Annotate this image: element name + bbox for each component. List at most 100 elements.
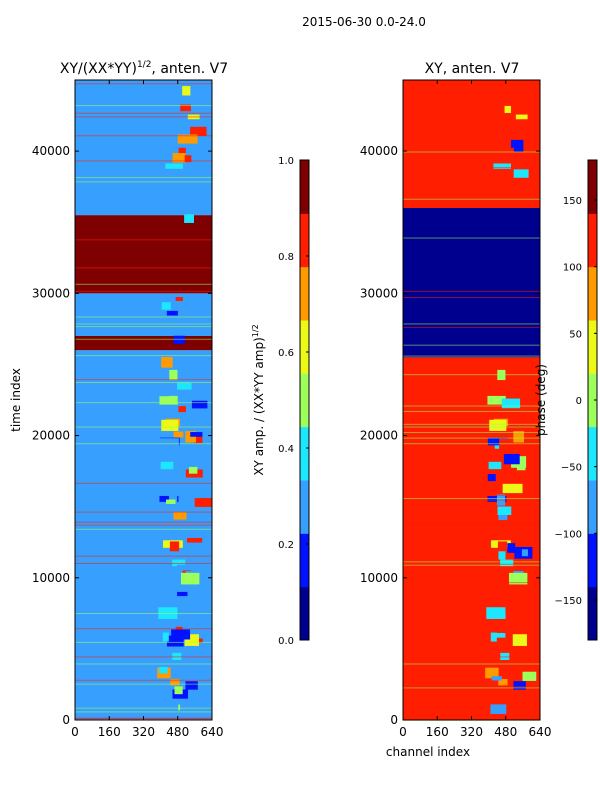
colorbar-segment <box>588 533 597 588</box>
y-tick-label: 30000 <box>32 286 70 300</box>
amplitude-ratio-axes: 0 160 320 480 640 0 10000 20000 30000 40000 <box>32 80 223 739</box>
heatmap-noise-cell <box>177 591 188 597</box>
amplitude-colorbar-ticks: 0.0 0.2 0.4 0.6 0.8 1.0 <box>278 156 309 647</box>
heatmap-noise-cell <box>165 163 183 169</box>
heatmap-flag-line <box>75 679 212 681</box>
colorbar-segment <box>588 426 597 481</box>
heatmap-noise-cell <box>504 105 512 114</box>
heatmap-noise-cell <box>173 512 187 520</box>
heatmap-noise-cell <box>487 395 506 405</box>
x-tick-label: 160 <box>98 725 121 739</box>
heatmap-flag-line <box>403 410 540 412</box>
heatmap-noise-cell <box>498 512 508 521</box>
heatmap-flag-line <box>75 355 212 357</box>
heatmap-flag-line <box>75 338 212 340</box>
heatmap-noise-cell <box>513 431 525 443</box>
amplitude-ratio-title: XY/(XX*YY)1/2, anten. V7 <box>60 60 228 77</box>
amplitude-ratio-heatmap <box>75 80 213 720</box>
heatmap-noise-cell <box>166 499 176 504</box>
colorbar-tick-label: 0.2 <box>278 540 294 551</box>
heatmap-flag-line <box>75 613 212 615</box>
heatmap-noise-cell <box>186 537 203 543</box>
colorbar-tick-label: 1.0 <box>278 156 294 167</box>
heatmap-noise-cell <box>510 139 524 152</box>
heatmap-noise-cell <box>193 549 200 557</box>
heatmap-flag-line <box>75 562 212 564</box>
heatmap-noise-cell <box>194 498 213 507</box>
heatmap-band-4 <box>75 80 212 216</box>
colorbar-tick-label: 0.4 <box>278 444 294 455</box>
colorbar-segment <box>588 373 597 428</box>
heatmap-noise-cell <box>178 147 186 154</box>
heatmap-noise-cell <box>503 626 511 634</box>
heatmap-noise-cell <box>491 676 502 681</box>
heatmap-flag-line <box>75 379 212 381</box>
heatmap-noise-cell <box>172 152 186 163</box>
xy-phase-title: XY, anten. V7 <box>425 61 520 77</box>
heatmap-noise-cell <box>521 549 528 557</box>
heatmap-flag-line <box>75 628 212 630</box>
heatmap-noise-cell <box>521 435 531 444</box>
amplitude-colorbar-gradient <box>300 160 309 641</box>
heatmap-flag-line <box>75 105 212 107</box>
heatmap-noise-cell <box>177 134 198 144</box>
heatmap-noise-cell <box>159 438 179 447</box>
x-tick-label: 640 <box>529 725 552 739</box>
colorbar-tick-label: 50 <box>569 329 582 340</box>
colorbar-tick-label: −150 <box>555 596 582 607</box>
heatmap-flag-line <box>75 177 212 179</box>
heatmap-flag-line <box>403 297 540 299</box>
heatmap-flag-line <box>75 267 212 269</box>
heatmap-noise-cell <box>523 371 539 382</box>
heatmap-noise-cell <box>522 671 537 681</box>
heatmap-noise-cell <box>499 438 513 450</box>
heatmap-flag-line <box>75 316 212 318</box>
heatmap-flag-line <box>75 160 212 162</box>
heatmap-flag-line <box>403 151 540 153</box>
x-tick-label: 320 <box>132 725 155 739</box>
heatmap-noise-cell <box>514 537 531 543</box>
heatmap-flag-line <box>75 707 212 709</box>
heatmap-flag-line <box>75 323 212 325</box>
heatmap-flag-line <box>75 239 212 241</box>
heatmap-band-2 <box>75 293 212 336</box>
heatmap-flag-line <box>403 664 540 666</box>
amplitude-colorbar: 0.0 0.2 0.4 0.6 0.8 1.0 XY amp. / (XX*YY amp)… <box>251 156 310 647</box>
heatmap-flag-line <box>75 711 212 713</box>
heatmap-flag-line <box>403 128 540 130</box>
heatmap-noise-cell <box>497 541 508 552</box>
heatmap-flag-line <box>75 656 212 658</box>
heatmap-noise-cell <box>501 398 521 409</box>
heatmap-noise-cell <box>513 681 526 690</box>
heatmap-flag-line <box>403 522 540 524</box>
heatmap-noise-cell <box>173 431 184 438</box>
heatmap-noise-cell <box>487 437 508 446</box>
heatmap-noise-cell <box>515 114 528 120</box>
heatmap-noise-cell <box>173 335 185 345</box>
heatmap-band-0 <box>75 350 212 720</box>
heatmap-flag-line <box>403 663 540 665</box>
heatmap-noise-cell <box>516 470 534 479</box>
heatmap-noise-cell <box>180 572 200 585</box>
heatmap-flag-line <box>75 443 212 445</box>
xy-phase-panel: XY, anten. V7 0 160 320 480 640 0 10000 20000 30… <box>360 61 552 759</box>
heatmap-flag-line <box>403 524 540 526</box>
heatmap-noise-cell <box>185 431 197 443</box>
heatmap-flag-line <box>75 641 212 643</box>
heatmap-flag-line <box>403 355 540 357</box>
heatmap-noise-cell <box>166 310 178 316</box>
heatmap-noise-cell <box>170 678 180 686</box>
heatmap-flag-line <box>75 181 212 183</box>
heatmap-flag-line <box>403 326 540 328</box>
phase-colorbar-label: phase (deg) <box>534 364 548 436</box>
heatmap-flag-line <box>403 686 540 688</box>
heatmap-flag-line <box>403 408 540 410</box>
colorbar-tick-label: 0 <box>576 396 582 407</box>
colorbar-segment <box>300 266 309 321</box>
heatmap-flag-line <box>403 344 540 346</box>
heatmap-noise-cell <box>500 559 514 567</box>
heatmap-noise-cell <box>506 147 514 154</box>
heatmap-noise-cell <box>184 214 194 223</box>
x-tick-label: 0 <box>71 725 79 739</box>
heatmap-noise-cell <box>157 390 170 397</box>
